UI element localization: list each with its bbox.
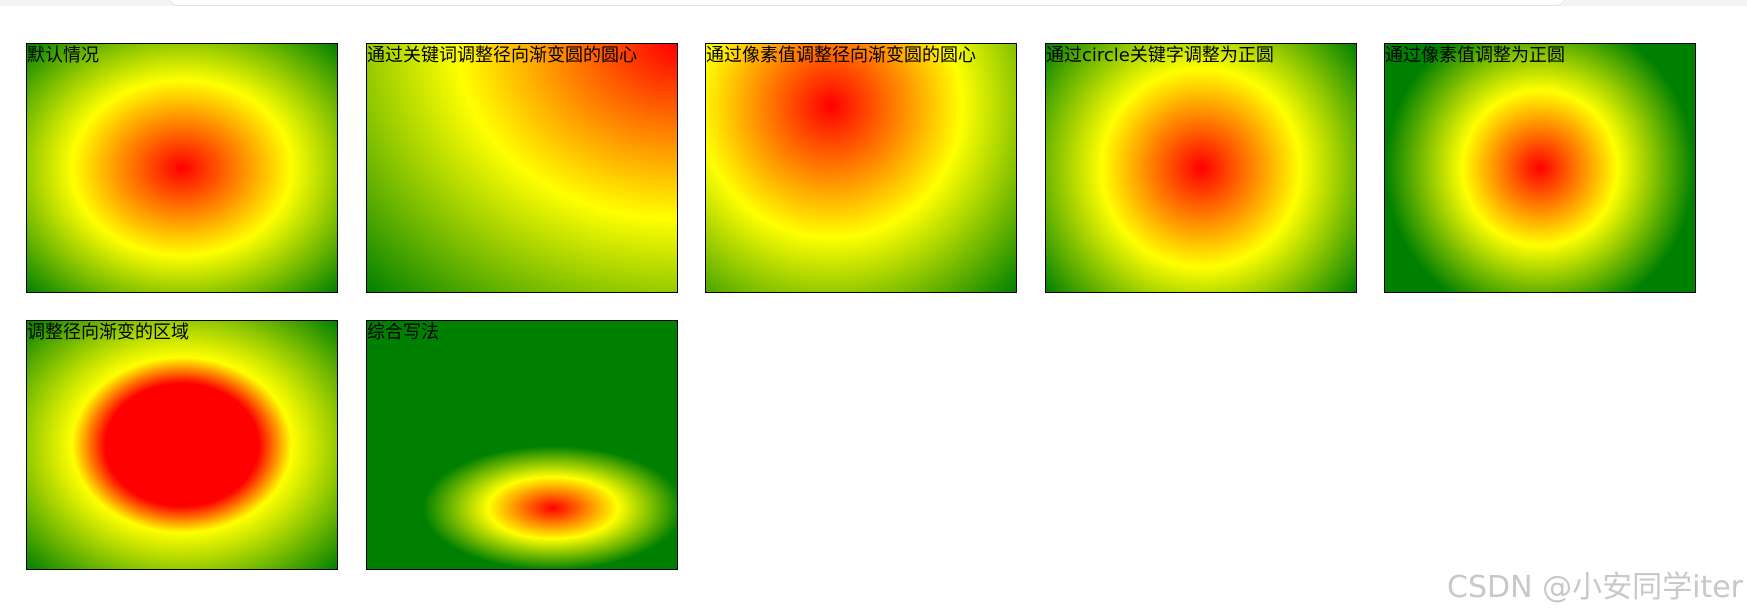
gradient-box-combined: 综合写法 bbox=[366, 320, 678, 570]
box-label: 综合写法 bbox=[367, 322, 439, 343]
gradient-box-pixel-center: 通过像素值调整径向渐变圆的圆心 bbox=[705, 43, 1017, 293]
watermark: CSDN @小安同学iter bbox=[1447, 570, 1743, 605]
gradient-box-pixel-circle: 通过像素值调整为正圆 bbox=[1384, 43, 1696, 293]
box-label: 通过circle关键字调整为正圆 bbox=[1046, 45, 1274, 66]
box-label: 调整径向渐变的区域 bbox=[27, 322, 189, 343]
gradient-box-keyword-center: 通过关键词调整径向渐变圆的圆心 bbox=[366, 43, 678, 293]
gradient-box-default: 默认情况 bbox=[26, 43, 338, 293]
gradient-box-circle-keyword: 通过circle关键字调整为正圆 bbox=[1045, 43, 1357, 293]
box-label: 通过像素值调整径向渐变圆的圆心 bbox=[706, 45, 976, 66]
gradient-box-area: 调整径向渐变的区域 bbox=[26, 320, 338, 570]
box-label: 通过关键词调整径向渐变圆的圆心 bbox=[367, 45, 637, 66]
box-label: 通过像素值调整为正圆 bbox=[1385, 45, 1565, 66]
address-bar[interactable] bbox=[168, 0, 1566, 6]
box-label: 默认情况 bbox=[27, 45, 99, 66]
browser-top-bar bbox=[0, 0, 1747, 6]
